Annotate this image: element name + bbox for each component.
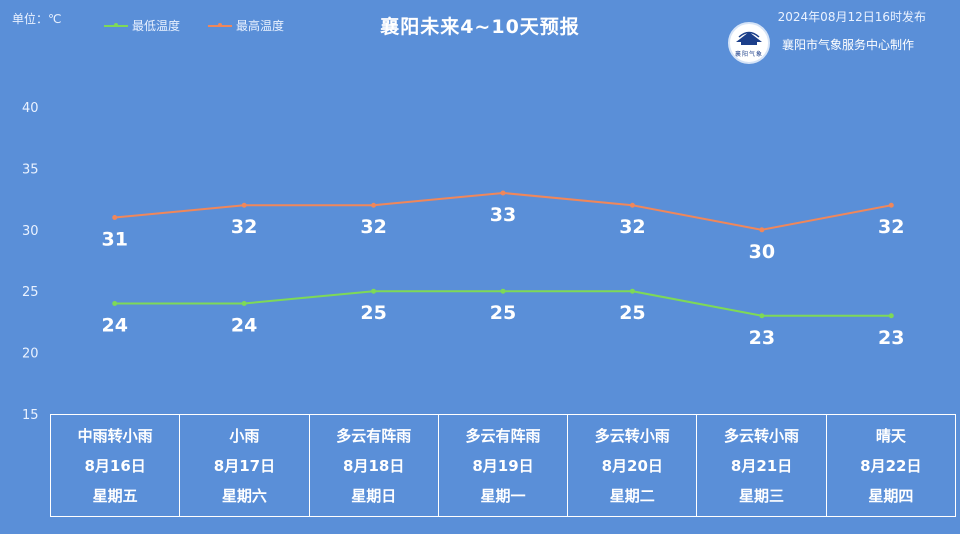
legend-swatch-max-temp	[208, 22, 232, 27]
data-label-max-temp: 32	[360, 216, 386, 238]
data-point-min-temp	[888, 313, 894, 319]
y-tick-label: 40	[22, 101, 39, 116]
legend-swatch-min-temp	[104, 22, 128, 27]
data-point-max-temp	[629, 202, 635, 208]
pavilion-icon	[736, 31, 762, 45]
day-weekday: 星期五	[92, 486, 138, 505]
data-point-max-temp	[112, 215, 118, 221]
data-label-min-temp: 23	[749, 327, 775, 349]
day-date: 8月16日	[84, 456, 146, 475]
legend-item-max-temp: 最高温度	[208, 17, 284, 34]
data-point-max-temp	[888, 202, 894, 208]
data-label-max-temp: 30	[749, 241, 775, 263]
data-label-max-temp: 33	[490, 204, 516, 226]
y-tick-label: 35	[22, 162, 39, 177]
data-label-max-temp: 31	[101, 229, 127, 251]
publish-time: 2024年08月12日16时发布	[777, 10, 926, 24]
logo-text: 襄阳气象	[734, 51, 763, 58]
day-weather: 多云转小雨	[594, 427, 670, 446]
data-point-min-temp	[371, 288, 377, 294]
data-point-min-temp	[629, 288, 635, 294]
data-label-min-temp: 23	[878, 327, 904, 349]
data-point-min-temp	[112, 300, 118, 306]
day-date: 8月19日	[472, 456, 534, 475]
data-point-max-temp	[371, 202, 377, 208]
day-weekday: 星期一	[480, 486, 526, 505]
legend-label-max-temp: 最高温度	[236, 19, 285, 33]
day-column-5: 多云转小雨 8月20日 星期二	[567, 415, 696, 516]
data-point-max-temp	[241, 202, 247, 208]
organization-label: 襄阳市气象服务中心制作	[782, 38, 915, 52]
data-label-min-temp: 25	[490, 302, 516, 324]
chart-title: 襄阳未来4~10天预报	[380, 16, 580, 38]
day-column-4: 多云有阵雨 8月19日 星期一	[437, 415, 567, 516]
day-date: 8月18日	[343, 456, 405, 475]
day-column-2: 小雨 8月17日 星期六	[179, 415, 308, 516]
data-point-min-temp	[759, 313, 765, 319]
day-column-7: 晴天 8月22日 星期四	[825, 415, 955, 516]
day-weekday: 星期四	[868, 486, 914, 505]
y-tick-label: 20	[22, 347, 39, 362]
day-weather: 中雨转小雨	[77, 427, 153, 446]
y-tick-label: 25	[22, 285, 39, 300]
day-weather: 多云有阵雨	[336, 427, 412, 446]
unit-label: 单位：℃	[12, 12, 62, 26]
legend-label-min-temp: 最低温度	[132, 19, 181, 33]
day-date: 8月21日	[730, 456, 793, 475]
forecast-day-table: 中雨转小雨 8月16日 星期五 小雨 8月17日 星期六 多云有阵雨 8月18日…	[50, 414, 956, 517]
day-weather: 小雨	[229, 427, 260, 446]
data-label-max-temp: 32	[231, 216, 257, 238]
day-column-3: 多云有阵雨 8月18日 星期日	[308, 415, 438, 516]
day-date: 8月17日	[213, 456, 276, 475]
data-point-min-temp	[241, 300, 247, 306]
day-weekday: 星期日	[351, 486, 397, 505]
data-label-min-temp: 24	[231, 314, 257, 336]
data-label-min-temp: 24	[101, 314, 127, 336]
temperature-line-chart: 15 20 25 30 35 40 24 24 25 25 25 23 23 31 32 32 33 32 30 32	[22, 101, 905, 420]
day-weather: 多云有阵雨	[465, 427, 541, 446]
weather-service-logo: 襄阳气象	[728, 22, 770, 64]
data-point-max-temp	[759, 227, 765, 233]
day-weekday: 星期三	[739, 486, 785, 505]
data-label-min-temp: 25	[360, 302, 386, 324]
day-column-6: 多云转小雨 8月21日 星期三	[696, 415, 825, 516]
day-weekday: 星期六	[221, 486, 267, 505]
day-weekday: 星期二	[609, 486, 655, 505]
day-column-1: 中雨转小雨 8月16日 星期五	[51, 415, 179, 516]
y-tick-label: 30	[22, 224, 39, 239]
data-label-max-temp: 32	[878, 216, 904, 238]
data-label-min-temp: 25	[619, 302, 645, 324]
data-point-max-temp	[500, 190, 506, 196]
data-label-max-temp: 32	[619, 216, 645, 238]
day-weather: 多云转小雨	[724, 427, 800, 446]
day-date: 8月22日	[860, 456, 922, 475]
day-weather: 晴天	[875, 427, 906, 446]
y-tick-label: 15	[22, 408, 39, 420]
data-point-min-temp	[500, 288, 506, 294]
legend-item-min-temp: 最低温度	[104, 17, 180, 34]
day-date: 8月20日	[601, 456, 663, 475]
